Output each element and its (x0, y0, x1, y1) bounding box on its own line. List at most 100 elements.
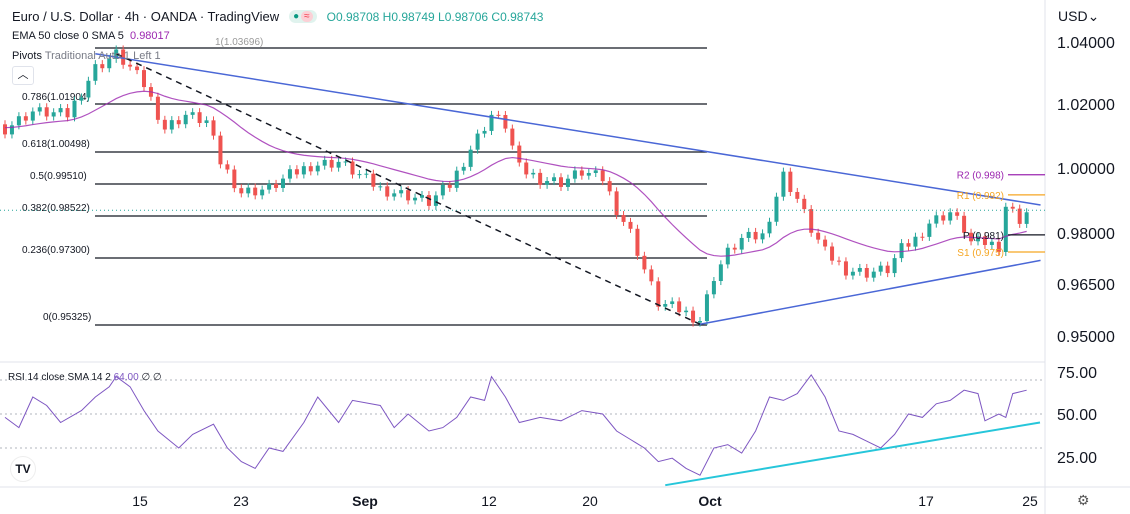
candle-body (802, 198, 807, 210)
candle-body (489, 114, 494, 131)
pivots-settings: Traditional Auto 1 Left 1 (44, 50, 161, 62)
price-tick-label: 0.98000 (1057, 226, 1115, 243)
candle-body (468, 149, 473, 167)
candle-body (162, 119, 167, 130)
candle-body (684, 310, 689, 313)
candle-body (760, 233, 765, 240)
candle-body (440, 184, 445, 196)
candle-body (357, 174, 362, 176)
fib-level-label: 0.786(1.01904) (22, 92, 90, 103)
gear-icon[interactable]: ⚙ (1077, 492, 1090, 508)
candle-body (989, 241, 994, 245)
candle-body (857, 267, 862, 272)
candle-body (128, 64, 133, 67)
time-tick-label: 12 (481, 493, 497, 509)
ema-line (4, 90, 1027, 257)
candle-body (9, 125, 14, 135)
fib-level-label: 0(0.95325) (43, 312, 91, 323)
time-tick-label: Sep (352, 493, 378, 509)
candle-body (65, 108, 70, 118)
candle-body (281, 178, 285, 188)
candle-body (635, 228, 640, 256)
candle-body (753, 231, 758, 240)
candle-body (225, 164, 230, 170)
candle-body (58, 108, 63, 113)
candle-body (823, 239, 828, 247)
market-status-badge[interactable]: ● ≈ (289, 10, 317, 23)
candle-body (816, 232, 821, 240)
candle-body (774, 196, 779, 222)
candle-body (197, 112, 202, 123)
candle-body (718, 264, 723, 282)
candle-body (663, 304, 668, 307)
price-tick-label: 1.04000 (1057, 35, 1115, 52)
candle-body (670, 301, 675, 305)
candle-body (322, 159, 327, 166)
chevron-up-icon[interactable]: ︿ (12, 66, 34, 85)
candle-body (642, 255, 647, 270)
rsi-line (4, 374, 1027, 476)
tradingview-logo[interactable]: TV (10, 456, 36, 482)
price-tick-label: 1.02000 (1057, 97, 1115, 114)
candle-body (30, 111, 35, 121)
candle-body (378, 186, 383, 188)
candle-body (878, 265, 883, 272)
rsi-extra: ∅ ∅ (141, 372, 162, 383)
candle-body (579, 170, 584, 176)
trendline (95, 53, 1041, 206)
candle-body (169, 120, 174, 130)
ema-legend[interactable]: EMA 50 close 0 SMA 5 0.98017 (12, 30, 170, 43)
rsi-legend[interactable]: RSI 14 close SMA 14 2 64.00 ∅ ∅ (8, 372, 162, 383)
candle-body (86, 80, 91, 98)
time-tick-label: 15 (132, 493, 148, 509)
candle-body (72, 100, 77, 118)
candle-body (677, 301, 682, 313)
candle-body (211, 120, 216, 136)
candle-body (420, 195, 424, 198)
candle-body (510, 128, 515, 146)
symbol-title[interactable]: Euro / U.S. Dollar · 4h · OANDA · Tradin… (12, 9, 280, 24)
candle-body (948, 212, 953, 221)
candle-body (142, 70, 146, 88)
candle-body (93, 64, 98, 81)
candle-body (538, 172, 543, 185)
candle-body (767, 221, 772, 234)
candle-body (37, 107, 42, 112)
pivot-label: R2 (0.998) (957, 171, 1004, 182)
candle-body (287, 169, 292, 179)
candle-body (607, 181, 612, 192)
currency-selector[interactable]: USD⌄ (1058, 8, 1099, 25)
pivots-legend[interactable]: Pivots Traditional Auto 1 Left 1 (12, 50, 161, 63)
candle-body (3, 124, 7, 135)
fib-level-label: 0.236(0.97300) (22, 245, 90, 256)
fib-level-label: 1(1.03696) (215, 37, 263, 48)
candle-body (517, 145, 522, 163)
time-tick-label: Oct (698, 493, 722, 509)
price-tick-label: 1.00000 (1057, 161, 1115, 178)
candle-body (545, 181, 550, 185)
chart-header: Euro / U.S. Dollar · 4h · OANDA · Tradin… (12, 9, 543, 24)
candle-body (913, 236, 918, 247)
time-tick-label: 23 (233, 493, 249, 509)
candle-body (364, 173, 369, 175)
candle-body (121, 49, 126, 65)
trendline (699, 259, 1041, 325)
candle-body (454, 170, 459, 188)
rsi-tick-label: 25.00 (1057, 450, 1097, 467)
dashed-trendline (115, 53, 701, 325)
rsi-trendline (665, 421, 1041, 487)
candle-body (941, 215, 946, 221)
chevron-down-icon: ⌄ (1087, 8, 1100, 24)
candle-body (385, 186, 390, 197)
candle-body (447, 184, 452, 188)
candle-body (614, 191, 619, 216)
candle-body (781, 171, 786, 197)
candle-body (308, 166, 313, 172)
market-open-icon: ● (293, 11, 300, 22)
candle-body (343, 161, 348, 163)
candle-body (711, 281, 716, 295)
rsi-label: RSI 14 close SMA 14 2 (8, 372, 111, 383)
time-tick-label: 25 (1022, 493, 1038, 509)
candle-body (16, 116, 21, 126)
